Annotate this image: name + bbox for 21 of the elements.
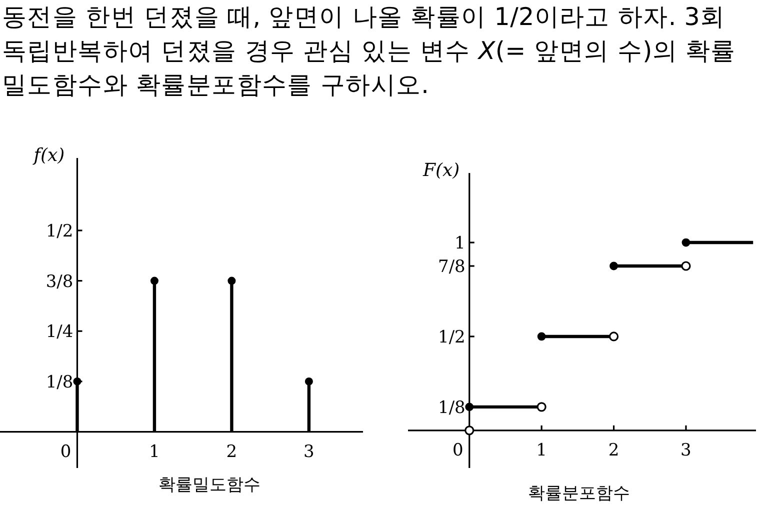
x-axis-title: 확률분포함수 [528,483,630,504]
y-axis-title: f(x) [32,145,65,166]
y-tick-label: 1/2 [46,221,74,242]
x-tick-label: 3 [680,440,692,460]
x-tick-label: 2 [226,442,238,462]
chart-title: 동전을 한번 던졌을 때, 앞면이 나올 확률이 1/2이라고 하자. 3회 독립반복하여 던졌을 경우 관심 있는 변수 X(= 앞면의 수)의 확률밀도함수와 확률분포함수를 구하시오. [2,2,736,99]
y-tick-label: 7/8 [438,257,466,278]
y-tick-label: 1 [454,234,466,254]
y-tick-label: 1/8 [438,398,466,418]
y-tick-label: 1/2 [438,327,466,348]
y-tick-label: 3/8 [46,272,74,292]
x-axis-title: 확률밀도함수 [158,474,260,495]
x-tick-label: 1 [536,440,547,460]
y-tick-label: 1/8 [46,372,74,392]
x-tick-label: 0 [452,440,464,460]
x-tick-label: 3 [304,442,314,462]
y-tick-label: 1/4 [46,322,74,342]
x-tick-label: 2 [608,440,620,460]
x-tick-label: 1 [149,442,160,462]
x-tick-label: 0 [60,442,72,462]
y-axis-title: F(x) [422,160,460,181]
